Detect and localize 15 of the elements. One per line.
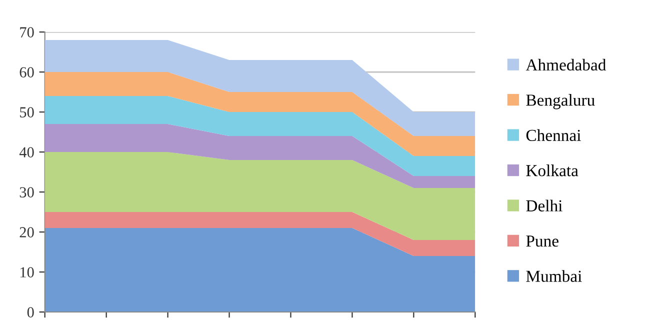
- legend-label: Bengaluru: [526, 94, 595, 110]
- y-tick-label: 50: [20, 107, 34, 118]
- legend-label: Mumbai: [526, 270, 582, 282]
- legend-label: Pune: [526, 236, 558, 247]
- y-tick-label: 0: [27, 307, 34, 318]
- legend-label: Kolkata: [526, 164, 578, 176]
- legend-label: Delhi: [526, 200, 562, 212]
- y-tick-label: 40: [19, 147, 34, 158]
- legend-label: Ahmedabad: [526, 58, 606, 71]
- y-tick-label: 10: [20, 267, 34, 278]
- legend-label: Chennai: [526, 129, 581, 142]
- y-tick-label: 30: [20, 187, 34, 198]
- y-tick-label: 70: [20, 27, 34, 38]
- y-tick-label: 60: [20, 67, 34, 78]
- y-tick-label: 20: [20, 227, 34, 238]
